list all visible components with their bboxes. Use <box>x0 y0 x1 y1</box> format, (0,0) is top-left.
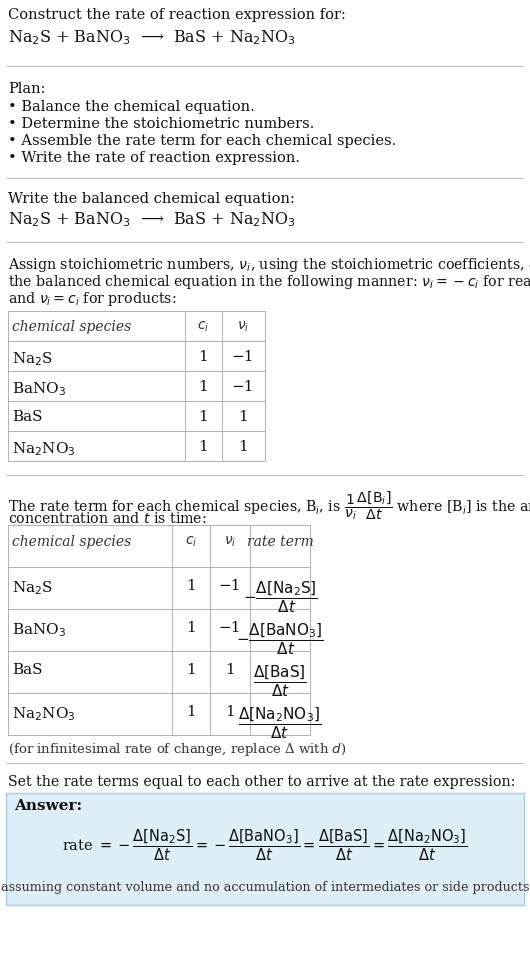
Text: rate term: rate term <box>246 535 313 549</box>
Text: −1: −1 <box>232 350 254 364</box>
Text: (for infinitesimal rate of change, replace Δ with $d$): (for infinitesimal rate of change, repla… <box>8 741 347 758</box>
Text: 1: 1 <box>238 410 248 424</box>
Text: Na$_2$S: Na$_2$S <box>12 579 53 597</box>
Text: • Assemble the rate term for each chemical species.: • Assemble the rate term for each chemic… <box>8 134 396 148</box>
Text: and $\nu_i = c_i$ for products:: and $\nu_i = c_i$ for products: <box>8 290 176 308</box>
Text: 1: 1 <box>198 440 208 454</box>
Text: −1: −1 <box>232 380 254 394</box>
Text: Construct the rate of reaction expression for:: Construct the rate of reaction expressio… <box>8 8 346 22</box>
Text: $\dfrac{\Delta[\mathrm{Na_2NO_3}]}{\Delta t}$: $\dfrac{\Delta[\mathrm{Na_2NO_3}]}{\Delt… <box>238 705 322 741</box>
Text: 1: 1 <box>186 621 196 635</box>
Text: 1: 1 <box>198 410 208 424</box>
Text: Na$_2$S: Na$_2$S <box>12 350 53 368</box>
Text: $c_i$: $c_i$ <box>197 320 209 334</box>
Text: $-\dfrac{\Delta[\mathrm{BaNO_3}]}{\Delta t}$: $-\dfrac{\Delta[\mathrm{BaNO_3}]}{\Delta… <box>236 621 324 656</box>
Text: chemical species: chemical species <box>12 320 131 334</box>
Text: $-\dfrac{\Delta[\mathrm{Na_2S}]}{\Delta t}$: $-\dfrac{\Delta[\mathrm{Na_2S}]}{\Delta … <box>243 579 317 615</box>
Text: • Determine the stoichiometric numbers.: • Determine the stoichiometric numbers. <box>8 117 314 131</box>
Text: Write the balanced chemical equation:: Write the balanced chemical equation: <box>8 192 295 206</box>
Text: chemical species: chemical species <box>12 535 131 549</box>
Text: the balanced chemical equation in the following manner: $\nu_i = -c_i$ for react: the balanced chemical equation in the fo… <box>8 273 530 291</box>
Text: 1: 1 <box>225 705 235 719</box>
Text: 1: 1 <box>238 440 248 454</box>
FancyBboxPatch shape <box>6 793 524 905</box>
Text: $\nu_i$: $\nu_i$ <box>224 535 236 549</box>
Text: 1: 1 <box>198 380 208 394</box>
Text: (assuming constant volume and no accumulation of intermediates or side products): (assuming constant volume and no accumul… <box>0 881 530 894</box>
Text: BaNO$_3$: BaNO$_3$ <box>12 621 66 639</box>
Text: The rate term for each chemical species, B$_i$, is $\dfrac{1}{\nu_i}\dfrac{\Delt: The rate term for each chemical species,… <box>8 489 530 522</box>
Text: 1: 1 <box>225 663 235 677</box>
Text: 1: 1 <box>186 579 196 593</box>
Text: $c_i$: $c_i$ <box>185 535 197 549</box>
Text: Plan:: Plan: <box>8 82 46 96</box>
Text: 1: 1 <box>186 705 196 719</box>
Text: BaS: BaS <box>12 663 42 677</box>
Text: • Write the rate of reaction expression.: • Write the rate of reaction expression. <box>8 151 300 165</box>
Text: −1: −1 <box>219 579 241 593</box>
Text: $\dfrac{\Delta[\mathrm{BaS}]}{\Delta t}$: $\dfrac{\Delta[\mathrm{BaS}]}{\Delta t}$ <box>253 663 307 698</box>
Text: • Balance the chemical equation.: • Balance the chemical equation. <box>8 100 255 114</box>
Text: 1: 1 <box>186 663 196 677</box>
Text: Assign stoichiometric numbers, $\nu_i$, using the stoichiometric coefficients, $: Assign stoichiometric numbers, $\nu_i$, … <box>8 256 530 274</box>
Text: Na$_2$S + BaNO$_3$  ⟶  BaS + Na$_2$NO$_3$: Na$_2$S + BaNO$_3$ ⟶ BaS + Na$_2$NO$_3$ <box>8 210 296 229</box>
Text: BaS: BaS <box>12 410 42 424</box>
Text: BaNO$_3$: BaNO$_3$ <box>12 380 66 397</box>
Text: rate $= -\dfrac{\Delta[\mathrm{Na_2S}]}{\Delta t} = -\dfrac{\Delta[\mathrm{BaNO_: rate $= -\dfrac{\Delta[\mathrm{Na_2S}]}{… <box>62 827 468 863</box>
Text: Answer:: Answer: <box>14 799 82 813</box>
Text: Na$_2$NO$_3$: Na$_2$NO$_3$ <box>12 705 76 723</box>
Text: $\nu_i$: $\nu_i$ <box>237 320 249 334</box>
Text: −1: −1 <box>219 621 241 635</box>
Text: Na$_2$S + BaNO$_3$  ⟶  BaS + Na$_2$NO$_3$: Na$_2$S + BaNO$_3$ ⟶ BaS + Na$_2$NO$_3$ <box>8 28 296 47</box>
Text: 1: 1 <box>198 350 208 364</box>
Text: Set the rate terms equal to each other to arrive at the rate expression:: Set the rate terms equal to each other t… <box>8 775 516 789</box>
Text: Na$_2$NO$_3$: Na$_2$NO$_3$ <box>12 440 76 458</box>
Text: concentration and $t$ is time:: concentration and $t$ is time: <box>8 511 207 526</box>
